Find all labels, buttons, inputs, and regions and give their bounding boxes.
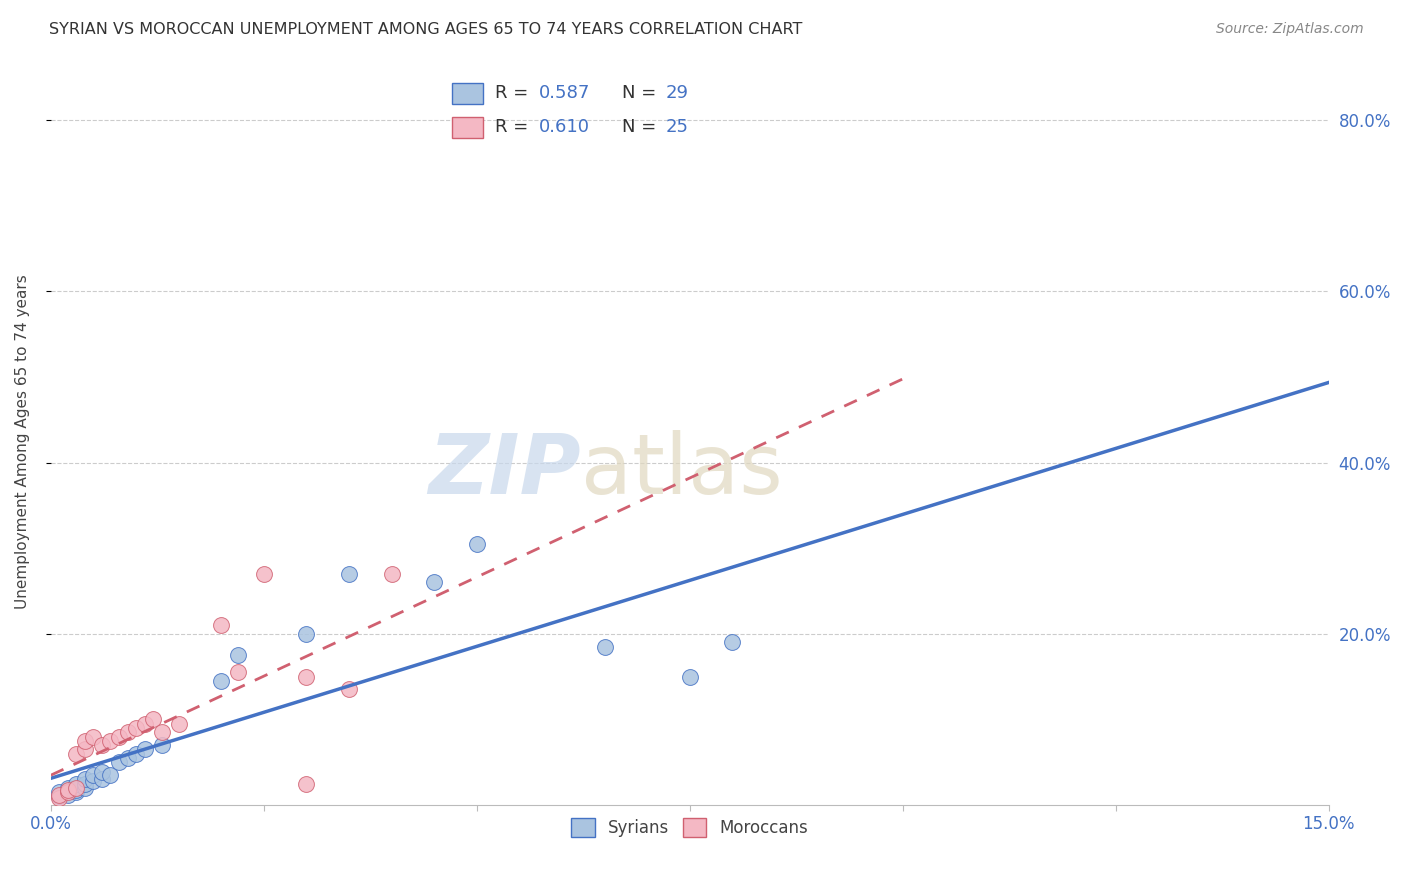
Point [679,670,702,684]
Point [48,788,70,802]
Point [423,575,446,590]
Point [226,665,249,680]
Point [381,566,404,581]
Point [100,734,122,748]
Point [125,721,148,735]
Point [65,747,87,761]
Text: Source: ZipAtlas.com: Source: ZipAtlas.com [1216,22,1364,37]
Point [91,738,114,752]
Point [226,648,249,663]
Text: 29: 29 [665,84,689,102]
Point [465,537,488,551]
Point [209,618,232,632]
Point [82,774,104,789]
Point [142,713,165,727]
Legend: Syrians, Moroccans: Syrians, Moroccans [565,812,815,844]
Point [73,772,96,787]
Point [721,635,744,649]
Text: atlas: atlas [581,430,783,511]
Point [117,751,139,765]
Point [56,788,79,802]
Point [100,768,122,782]
Text: N =: N = [623,84,662,102]
Point [56,780,79,795]
Point [48,789,70,804]
Point [108,755,131,769]
Point [56,782,79,797]
Point [337,682,360,697]
Point [134,742,156,756]
Text: ZIP: ZIP [429,430,581,511]
Point [65,776,87,790]
Point [73,734,96,748]
Point [593,640,616,654]
FancyBboxPatch shape [453,117,484,138]
Text: SYRIAN VS MOROCCAN UNEMPLOYMENT AMONG AGES 65 TO 74 YEARS CORRELATION CHART: SYRIAN VS MOROCCAN UNEMPLOYMENT AMONG AG… [49,22,803,37]
Point [150,738,173,752]
Point [73,780,96,795]
Point [56,785,79,799]
Point [82,730,104,744]
Point [65,780,87,795]
Point [73,776,96,790]
Point [209,673,232,688]
Text: 0.587: 0.587 [538,84,591,102]
Point [295,670,318,684]
Point [295,627,318,641]
Point [167,716,190,731]
Text: 0.610: 0.610 [538,118,589,136]
Point [48,791,70,805]
Point [91,765,114,780]
Point [150,725,173,739]
Point [117,725,139,739]
Text: 25: 25 [665,118,689,136]
Point [65,785,87,799]
Point [91,772,114,787]
Point [134,716,156,731]
Point [108,730,131,744]
Point [337,566,360,581]
Text: R =: R = [495,84,534,102]
Point [253,566,276,581]
Point [82,768,104,782]
FancyBboxPatch shape [453,83,484,104]
Text: R =: R = [495,118,534,136]
Point [73,742,96,756]
Text: N =: N = [623,118,662,136]
Point [295,776,318,790]
Point [125,747,148,761]
Point [65,782,87,797]
Y-axis label: Unemployment Among Ages 65 to 74 years: Unemployment Among Ages 65 to 74 years [15,274,30,608]
Point [48,785,70,799]
